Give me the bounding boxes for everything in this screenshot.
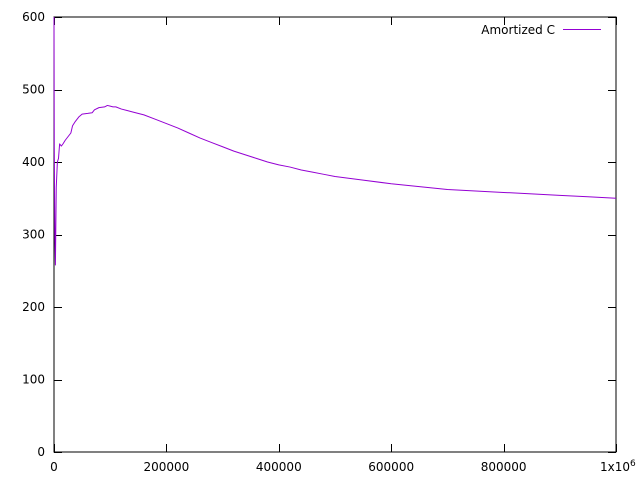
y-tick-label: 300: [22, 228, 45, 242]
x-tick-label: 0: [50, 460, 58, 474]
y-tick-label: 200: [22, 300, 45, 314]
y-axis-ticks: 0 100 200 300 400 500 600: [22, 10, 616, 459]
y-tick-label: 500: [22, 83, 45, 97]
x-tick-label: 1x106: [600, 459, 636, 474]
series-line-amortized-c: [53, 16, 617, 266]
y-tick-label: 400: [22, 155, 45, 169]
y-tick-label: 600: [22, 10, 45, 24]
series-layer: [53, 16, 617, 266]
y-tick-label: 100: [22, 373, 45, 387]
plot-frame: [53, 16, 617, 453]
x-axis-ticks: 0 200000 400000 600000 800000 1x106: [50, 17, 636, 474]
y-tick-label: 0: [37, 445, 45, 459]
x-tick-label: 600000: [368, 460, 414, 474]
x-tick-label: 800000: [481, 460, 527, 474]
x-tick-label: 400000: [256, 460, 302, 474]
legend-label-amortized-c: Amortized C: [481, 23, 555, 37]
legend: Amortized C: [481, 23, 601, 37]
x-tick-label: 200000: [143, 460, 189, 474]
